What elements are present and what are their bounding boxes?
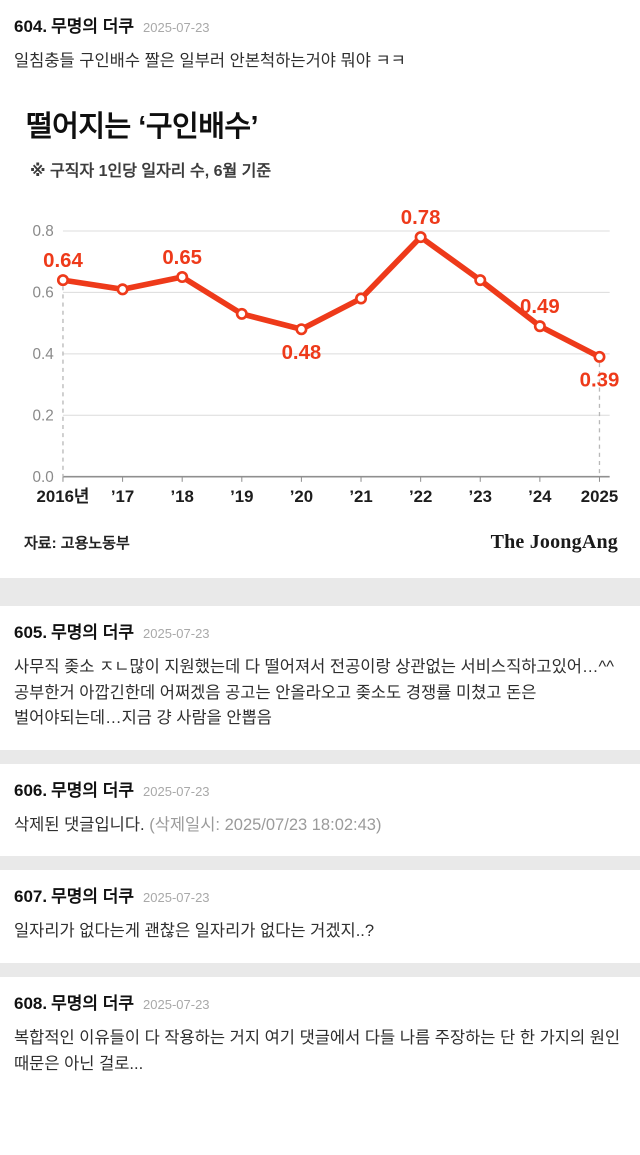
comment-608: 608. 무명의 더쿠 2025-07-23 복합적인 이유들이 다 작용하는 … — [0, 976, 640, 1096]
chart-subtitle: ※ 구직자 1인당 일자리 수, 6월 기준 — [30, 162, 272, 180]
chart-source: 자료: 고용노동부 — [24, 535, 130, 553]
svg-text:0.6: 0.6 — [33, 284, 54, 301]
comment-date: 2025-07-23 — [143, 890, 210, 906]
section-divider — [0, 856, 640, 871]
section-divider — [0, 578, 640, 607]
svg-text:0.4: 0.4 — [33, 345, 55, 362]
svg-text:2016년: 2016년 — [37, 487, 90, 506]
svg-text:2025: 2025 — [581, 487, 618, 506]
comment-606: 606. 무명의 더쿠 2025-07-23 삭제된 댓글입니다. (삭제일시:… — [0, 763, 640, 857]
svg-text:0.2: 0.2 — [33, 407, 54, 424]
svg-text:’24: ’24 — [528, 487, 552, 506]
svg-text:0.78: 0.78 — [401, 206, 441, 228]
section-divider — [0, 749, 640, 764]
comment-author: 무명의 더쿠 — [51, 780, 135, 800]
comment-header: 608. 무명의 더쿠 2025-07-23 — [14, 989, 626, 1014]
jobs-ratio-chart-image[interactable]: 떨어지는 ‘구인배수’ ※ 구직자 1인당 일자리 수, 6월 기준 0.0 0.… — [14, 90, 626, 561]
comment-date: 2025-07-23 — [143, 996, 210, 1012]
comment-604: 604. 무명의 더쿠 2025-07-23 일침충들 구인배수 짤은 일부러 … — [14, 12, 626, 561]
chart-title: 떨어지는 ‘구인배수’ — [26, 110, 259, 143]
svg-text:’20: ’20 — [290, 487, 313, 506]
svg-text:0.0: 0.0 — [33, 468, 54, 485]
comment-607: 607. 무명의 더쿠 2025-07-23 일자리가 없다는게 괜찮은 일자리… — [0, 870, 640, 963]
joongang-logo: The JoongAng — [490, 531, 618, 554]
comment-number: 605. — [14, 623, 48, 643]
svg-text:0.8: 0.8 — [33, 223, 54, 240]
comment-header: 607. 무명의 더쿠 2025-07-23 — [14, 882, 626, 907]
comment-body: 일침충들 구인배수 짤은 일부러 안본척하는거야 뭐야 ㅋㅋ — [14, 52, 406, 70]
comment-number: 607. — [14, 887, 48, 907]
svg-text:’22: ’22 — [409, 487, 432, 506]
chart-footer: 자료: 고용노동부 The JoongAng — [14, 521, 626, 556]
deleted-timestamp: (삭제일시: 2025/07/23 18:02:43) — [149, 815, 382, 834]
comment-605: 605. 무명의 더쿠 2025-07-23 사무직 좆소 ㅈㄴ많이 지원했는데… — [0, 606, 640, 750]
comment-body: 사무직 좆소 ㅈㄴ많이 지원했는데 다 떨어져서 전공이랑 상관없는 서비스직하… — [14, 658, 614, 728]
comment-author: 무명의 더쿠 — [51, 887, 135, 907]
jobs-ratio-chart-svg: 0.0 0.2 0.4 0.6 0.8 0.64 0.65 0.48 0.78 0.49 0.39 2… — [33, 206, 620, 506]
deleted-comment-text: 삭제된 댓글입니다. — [14, 815, 145, 834]
svg-text:0.64: 0.64 — [43, 249, 83, 271]
comment-author: 무명의 더쿠 — [51, 623, 135, 643]
svg-text:’19: ’19 — [230, 487, 253, 506]
svg-text:’21: ’21 — [349, 487, 372, 506]
comment-author: 무명의 더쿠 — [51, 17, 135, 36]
comment-number: 606. — [14, 780, 48, 800]
svg-text:0.65: 0.65 — [162, 246, 202, 268]
svg-text:’18: ’18 — [171, 487, 194, 506]
comment-body: 복합적인 이유들이 다 작용하는 거지 여기 댓글에서 다들 나름 주장하는 단… — [14, 1028, 621, 1073]
svg-text:0.48: 0.48 — [282, 341, 322, 363]
comment-date: 2025-07-23 — [143, 783, 210, 799]
comment-header: 604. 무명의 더쿠 2025-07-23 — [14, 12, 626, 37]
section-divider — [0, 962, 640, 977]
comment-number: 604. — [14, 17, 48, 36]
comment-header: 605. 무명의 더쿠 2025-07-23 — [14, 618, 626, 643]
comment-body: 일자리가 없다는게 괜찮은 일자리가 없다는 거겠지..? — [14, 922, 375, 941]
svg-text:0.49: 0.49 — [520, 295, 560, 317]
comment-number: 608. — [14, 993, 48, 1013]
svg-text:’23: ’23 — [469, 487, 492, 506]
deleted-comment-body: 삭제된 댓글입니다. (삭제일시: 2025/07/23 18:02:43) — [14, 813, 626, 839]
svg-text:’17: ’17 — [111, 487, 134, 506]
comment-date: 2025-07-23 — [143, 626, 210, 642]
comment-date: 2025-07-23 — [143, 20, 210, 35]
comment-author: 무명의 더쿠 — [51, 993, 135, 1013]
svg-text:0.39: 0.39 — [580, 369, 620, 391]
comment-header: 606. 무명의 더쿠 2025-07-23 — [14, 776, 626, 801]
